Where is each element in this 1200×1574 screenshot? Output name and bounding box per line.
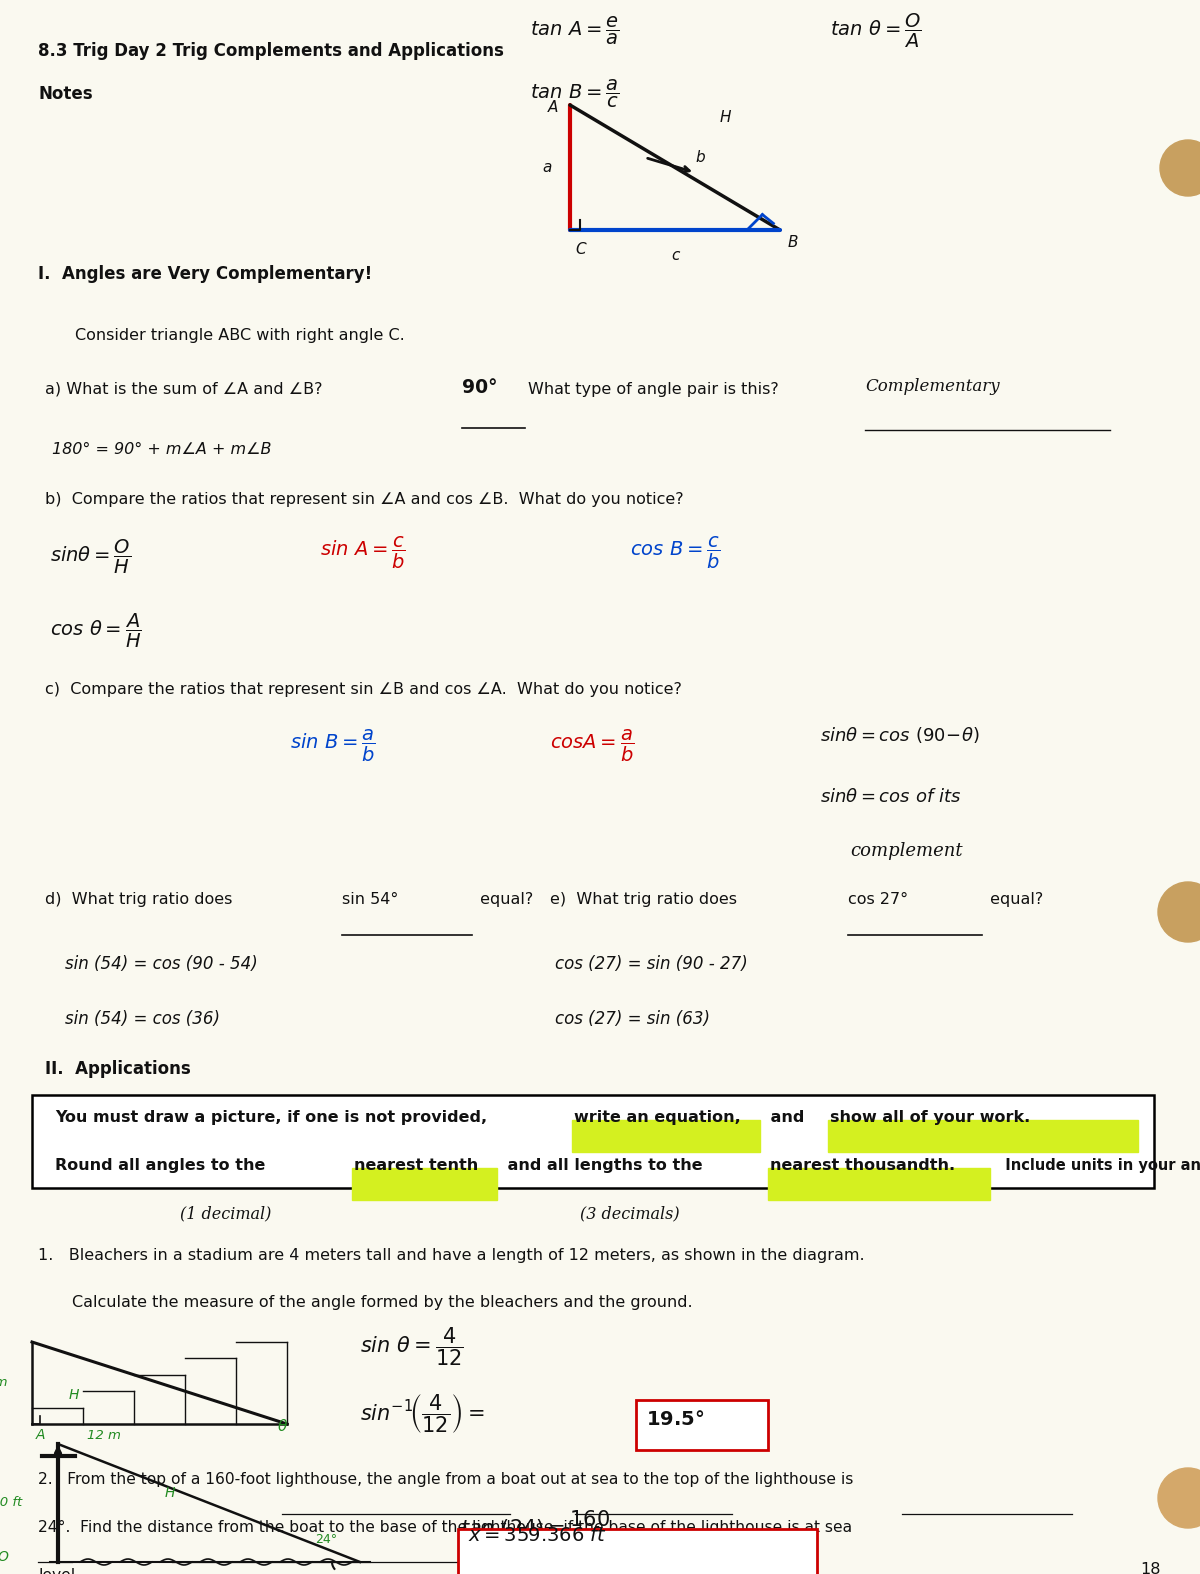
Text: $\mathit{cos}A = \dfrac{a}{b}$: $\mathit{cos}A = \dfrac{a}{b}$: [550, 729, 635, 763]
Text: Calculate the measure of the angle formed by the bleachers and the ground.: Calculate the measure of the angle forme…: [72, 1295, 692, 1310]
Text: 24°.  Find the distance from the boat to the base of the lighthouse, if the base: 24°. Find the distance from the boat to …: [38, 1520, 852, 1535]
Circle shape: [1158, 1469, 1200, 1528]
FancyBboxPatch shape: [458, 1528, 817, 1574]
Text: c)  Compare the ratios that represent sin ∠B and cos ∠A.  What do you notice?: c) Compare the ratios that represent sin…: [46, 682, 682, 697]
Text: $sin^{-1}\!\left(\dfrac{4}{12}\right) = $: $sin^{-1}\!\left(\dfrac{4}{12}\right) = …: [360, 1391, 485, 1435]
Text: equal?: equal?: [475, 892, 533, 907]
Text: write an equation,: write an equation,: [574, 1110, 740, 1125]
Text: complement: complement: [850, 842, 962, 859]
Text: $sin\theta = cos\ of\ its$: $sin\theta = cos\ of\ its$: [820, 789, 961, 806]
Text: d)  What trig ratio does: d) What trig ratio does: [46, 892, 238, 907]
Bar: [352, 1168, 497, 1199]
Bar: [828, 1121, 1138, 1152]
Text: $\mathit{x = 359.366\ ft}$: $\mathit{x = 359.366\ ft}$: [468, 1527, 607, 1546]
Text: 90°: 90°: [462, 378, 498, 397]
Text: b)  Compare the ratios that represent sin ∠A and cos ∠B.  What do you notice?: b) Compare the ratios that represent sin…: [46, 493, 684, 507]
Text: $sin\theta = \dfrac{O}{H}$: $sin\theta = \dfrac{O}{H}$: [50, 538, 131, 576]
Text: $sin\ A = \dfrac{c}{b}$: $sin\ A = \dfrac{c}{b}$: [320, 535, 406, 571]
Text: $\mathit{tan\ \theta = \dfrac{O}{A}}$: $\mathit{tan\ \theta = \dfrac{O}{A}}$: [830, 13, 922, 50]
Text: $sin\ \theta = \dfrac{4}{12}$: $sin\ \theta = \dfrac{4}{12}$: [360, 1325, 463, 1368]
Text: cos (27) = sin (90 - 27): cos (27) = sin (90 - 27): [554, 955, 748, 973]
Text: a: a: [542, 161, 552, 175]
Text: c: c: [671, 249, 679, 263]
Text: II.  Applications: II. Applications: [46, 1059, 191, 1078]
Text: (3 decimals): (3 decimals): [580, 1206, 679, 1221]
Text: O: O: [0, 1550, 8, 1565]
Text: 180° = 90° + m∠A + m∠B: 180° = 90° + m∠A + m∠B: [52, 442, 271, 456]
Bar: [32, 1096, 1154, 1188]
Text: $sin\ B = \dfrac{a}{b}$: $sin\ B = \dfrac{a}{b}$: [290, 729, 376, 763]
Text: Complementary: Complementary: [865, 378, 1000, 395]
Text: $\mathit{tan\ A = \dfrac{e}{a}}$: $\mathit{tan\ A = \dfrac{e}{a}}$: [530, 16, 619, 47]
Text: $cos\ \theta = \dfrac{A}{H}$: $cos\ \theta = \dfrac{A}{H}$: [50, 612, 142, 650]
Text: Round all angles to the: Round all angles to the: [55, 1158, 265, 1173]
Text: 160 ft: 160 ft: [0, 1497, 22, 1509]
Text: nearest tenth: nearest tenth: [354, 1158, 479, 1173]
Text: $sin\theta = cos\ (90\!-\!\theta)$: $sin\theta = cos\ (90\!-\!\theta)$: [820, 726, 979, 745]
Bar: [768, 1168, 990, 1199]
Text: (1 decimal): (1 decimal): [180, 1206, 271, 1221]
Text: θ: θ: [277, 1420, 287, 1434]
Text: $\mathit{x = \dfrac{160}{tan(24)}}$: $\mathit{x = \dfrac{160}{tan(24)}}$: [460, 1558, 577, 1574]
Text: b: b: [695, 150, 704, 165]
Text: H: H: [719, 110, 731, 126]
Bar: [572, 1121, 760, 1152]
Text: show all of your work.: show all of your work.: [830, 1110, 1031, 1125]
Text: $\mathit{tan\ B = \dfrac{a}{c}}$: $\mathit{tan\ B = \dfrac{a}{c}}$: [530, 79, 619, 110]
Text: You must draw a picture, if one is not provided,: You must draw a picture, if one is not p…: [55, 1110, 487, 1125]
Text: a) What is the sum of ∠A and ∠B?: a) What is the sum of ∠A and ∠B?: [46, 382, 323, 397]
Text: 1.   Bleachers in a stadium are 4 meters tall and have a length of 12 meters, as: 1. Bleachers in a stadium are 4 meters t…: [38, 1248, 865, 1262]
Text: Consider triangle ABC with right angle C.: Consider triangle ABC with right angle C…: [74, 327, 404, 343]
Circle shape: [1160, 140, 1200, 197]
Text: I.  Angles are Very Complementary!: I. Angles are Very Complementary!: [38, 264, 372, 283]
Text: nearest thousandth.: nearest thousandth.: [770, 1158, 955, 1173]
Text: Include units in your answer.: Include units in your answer.: [995, 1158, 1200, 1173]
Text: 18: 18: [1140, 1561, 1160, 1574]
FancyBboxPatch shape: [636, 1399, 768, 1450]
Text: sin 54°: sin 54°: [342, 892, 398, 907]
Text: sin (54) = cos (36): sin (54) = cos (36): [65, 1011, 220, 1028]
Text: What type of angle pair is this?: What type of angle pair is this?: [528, 382, 779, 397]
Text: equal?: equal?: [985, 892, 1043, 907]
Text: 12 m: 12 m: [88, 1429, 121, 1442]
Text: C: C: [575, 242, 586, 257]
Text: e)  What trig ratio does: e) What trig ratio does: [550, 892, 742, 907]
Text: H: H: [68, 1388, 79, 1402]
Text: and all lengths to the: and all lengths to the: [502, 1158, 703, 1173]
Circle shape: [1158, 881, 1200, 941]
Text: level.: level.: [38, 1568, 80, 1574]
Text: H: H: [164, 1486, 175, 1500]
Text: Notes: Notes: [38, 85, 92, 102]
Text: $\mathit{tan\ (24) = \dfrac{160}{x}}$: $\mathit{tan\ (24) = \dfrac{160}{x}}$: [460, 1508, 611, 1547]
Text: sin (54) = cos (90 - 54): sin (54) = cos (90 - 54): [65, 955, 258, 973]
Text: B: B: [788, 235, 798, 250]
Text: $\mathbf{19.5°}$: $\mathbf{19.5°}$: [646, 1410, 704, 1429]
Text: $cos\ B = \dfrac{c}{b}$: $cos\ B = \dfrac{c}{b}$: [630, 535, 721, 571]
Text: 24°: 24°: [314, 1533, 337, 1547]
Text: A: A: [547, 101, 558, 115]
Text: A: A: [35, 1428, 44, 1442]
Text: cos (27) = sin (63): cos (27) = sin (63): [554, 1011, 710, 1028]
Text: 8.3 Trig Day 2 Trig Complements and Applications: 8.3 Trig Day 2 Trig Complements and Appl…: [38, 42, 504, 60]
Text: cos 27°: cos 27°: [848, 892, 908, 907]
Text: 4 m: 4 m: [0, 1377, 7, 1390]
Text: 2.   From the top of a 160-foot lighthouse, the angle from a boat out at sea to : 2. From the top of a 160-foot lighthouse…: [38, 1472, 853, 1487]
Text: and: and: [766, 1110, 804, 1125]
